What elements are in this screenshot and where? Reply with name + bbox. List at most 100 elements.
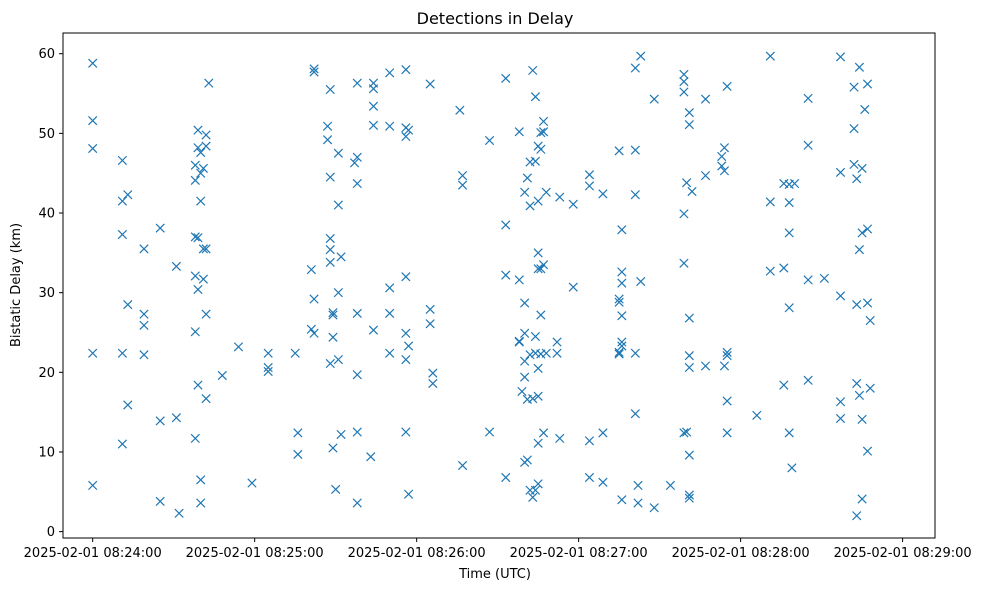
scatter-point: [849, 123, 859, 134]
scatter-point: [352, 498, 362, 508]
scatter-point: [325, 245, 335, 255]
plot-frame: [62, 32, 936, 539]
scatter-point: [803, 140, 813, 150]
scatter-point: [385, 68, 395, 78]
scatter-point: [201, 244, 211, 254]
scatter-point: [325, 172, 335, 182]
scatter-point: [649, 503, 659, 513]
scatter-point: [349, 158, 360, 168]
scatter-point: [684, 450, 694, 460]
scatter-point: [684, 119, 694, 130]
scatter-point: [352, 370, 362, 380]
scatter-point: [633, 498, 643, 508]
x-axis-label: Time (UTC): [458, 567, 531, 582]
y-tick-label: 50: [38, 127, 55, 142]
scatter-point: [528, 393, 538, 404]
scatter-point: [835, 413, 846, 424]
scatter-point: [679, 258, 689, 268]
scatter-point: [293, 428, 303, 438]
scatter-point: [803, 375, 813, 385]
scatter-point: [514, 127, 524, 137]
scatter-point: [525, 201, 535, 211]
scatter-point: [684, 362, 694, 373]
scatter-point: [614, 146, 624, 156]
scatter-point: [852, 174, 862, 184]
scatter-point: [789, 178, 800, 189]
scatter-point: [309, 64, 319, 74]
scatter-point: [752, 410, 762, 420]
scatter-point: [322, 121, 333, 131]
scatter-point: [352, 178, 362, 189]
scatter-point: [679, 76, 689, 87]
scatter-point: [765, 51, 775, 61]
scatter-point: [117, 439, 128, 449]
scatter-point: [530, 156, 541, 166]
scatter-point: [598, 189, 608, 199]
scatter-point: [614, 297, 624, 307]
scatter-point: [700, 170, 711, 181]
scatter-point: [123, 299, 133, 310]
scatter-point: [630, 409, 640, 419]
scatter-point: [425, 304, 435, 315]
scatter-point: [784, 428, 794, 438]
plot-area: [62, 32, 936, 539]
scatter-point: [533, 391, 543, 401]
scatter-point: [687, 186, 697, 197]
scatter-point: [198, 274, 209, 284]
scatter-point: [368, 325, 379, 335]
scatter-point: [533, 479, 543, 489]
y-tick-label: 40: [38, 207, 55, 222]
scatter-point: [520, 356, 530, 366]
scatter-point: [117, 155, 128, 166]
scatter-point: [117, 196, 128, 206]
scatter-point: [328, 443, 338, 453]
scatter-point: [501, 472, 511, 483]
x-tick-label: 2025-02-01 08:26:00: [348, 546, 486, 561]
scatter-point: [679, 428, 689, 438]
scatter-point: [139, 320, 149, 330]
scatter-point: [636, 276, 646, 287]
scatter-point: [584, 472, 595, 483]
scatter-point: [636, 51, 646, 61]
scatter-point: [784, 303, 794, 313]
scatter-point: [139, 244, 149, 254]
scatter-point: [325, 358, 335, 369]
scatter-point: [541, 348, 551, 358]
scatter-point: [779, 380, 789, 390]
scatter-point: [722, 350, 732, 361]
scatter-point: [352, 78, 362, 88]
scatter-point: [584, 436, 595, 446]
scatter-point: [835, 397, 846, 407]
scatter-point: [555, 192, 565, 202]
scatter-point: [722, 347, 732, 358]
scatter-point: [525, 350, 535, 360]
scatter-point: [428, 378, 438, 389]
scatter-point: [352, 152, 362, 162]
scatter-point: [630, 190, 640, 200]
scatter-point: [617, 278, 627, 288]
scatter-point: [309, 294, 319, 304]
scatter-point: [193, 380, 203, 390]
scatter-point: [217, 370, 227, 381]
scatter-point: [865, 315, 875, 326]
scatter-point: [630, 145, 640, 155]
scatter-point: [204, 78, 214, 88]
scatter-point: [617, 267, 627, 277]
scatter-point: [88, 143, 98, 154]
scatter-point: [598, 428, 608, 438]
scatter-point: [193, 284, 203, 295]
scatter-point: [682, 178, 692, 188]
scatter-point: [333, 200, 343, 210]
scatter-point: [684, 490, 694, 500]
scatter-point: [233, 342, 244, 352]
scatter-point: [617, 311, 627, 321]
scatter-point: [501, 220, 511, 230]
scatter-point: [533, 264, 543, 274]
scatter-point: [617, 495, 627, 505]
scatter-point: [538, 260, 549, 270]
scatter-point: [517, 386, 527, 397]
scatter-point: [862, 79, 873, 89]
scatter-point: [366, 452, 376, 462]
scatter-point: [117, 229, 128, 240]
x-tick-label: 2025-02-01 08:29:00: [834, 546, 972, 561]
